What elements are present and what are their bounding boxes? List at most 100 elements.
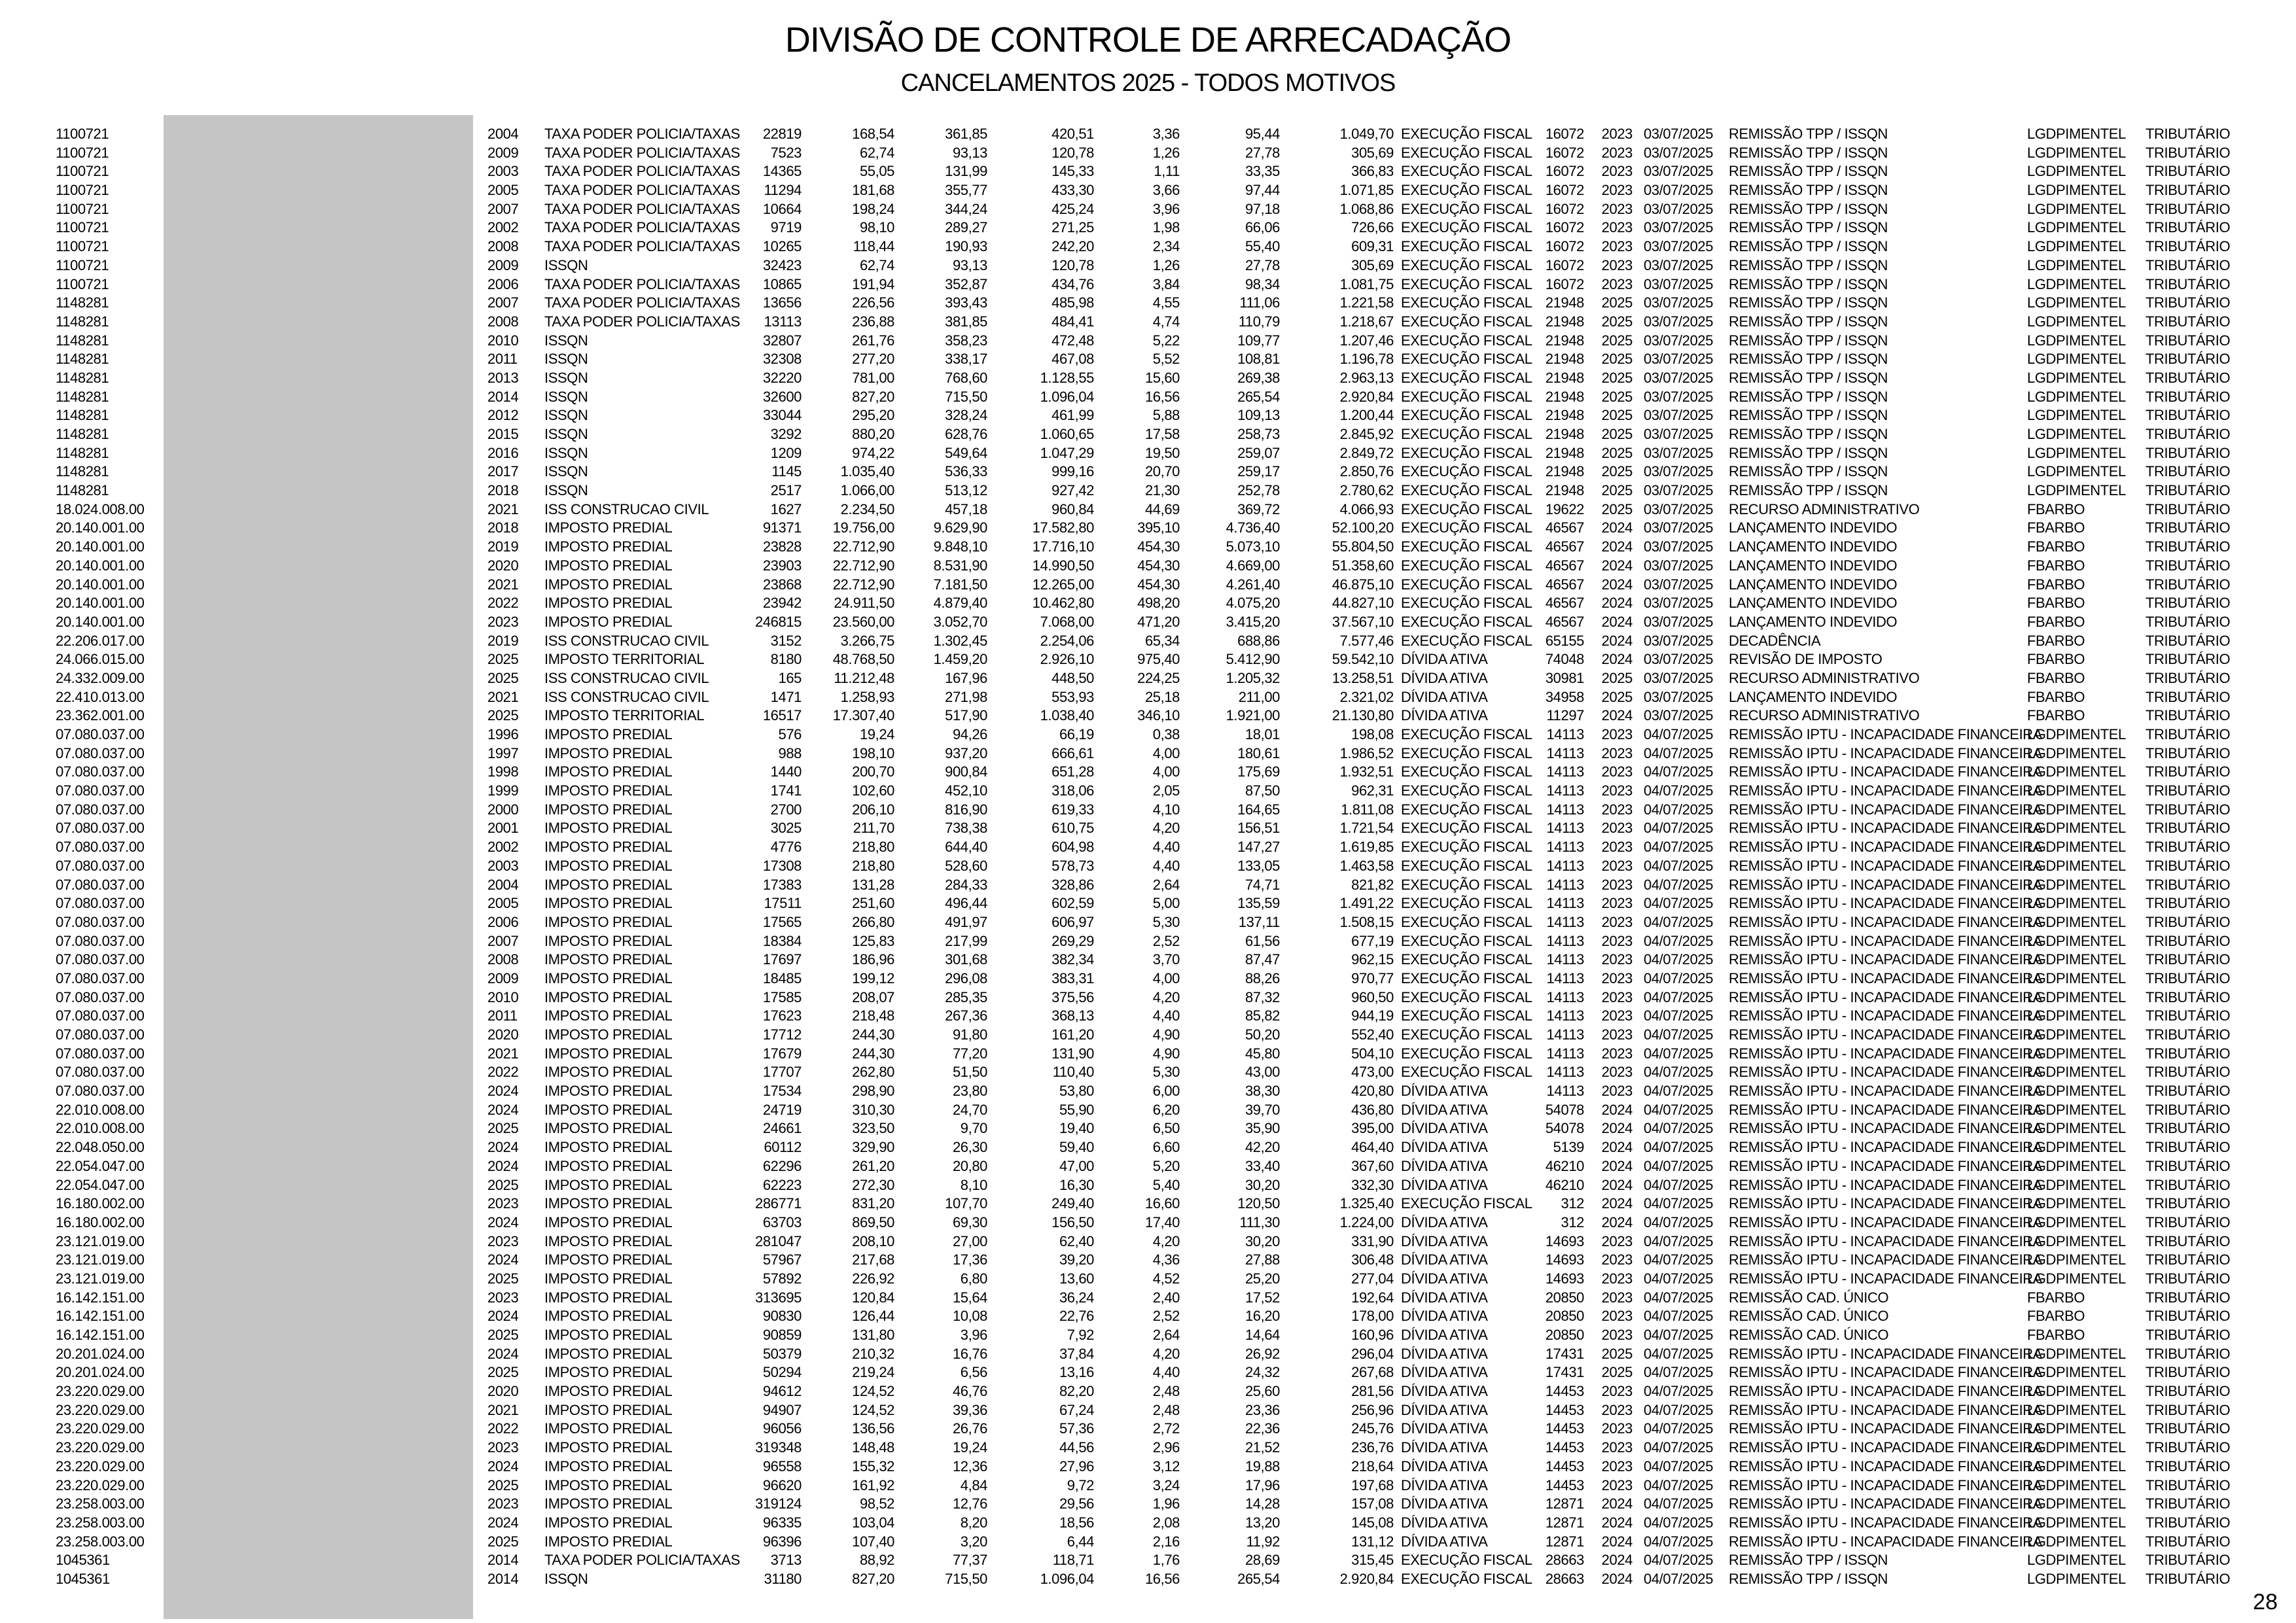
col-value-5: 85,82 xyxy=(1245,1007,1280,1024)
col-value-5: 74,71 xyxy=(1245,876,1280,893)
table-row: 23.258.003.00 2025 IMPOSTO PREDIAL 96396 107… xyxy=(0,1533,2296,1552)
col-value-3: 7,92 xyxy=(1067,1327,1095,1343)
col-value-total: 1.463,58 xyxy=(1339,857,1394,874)
col-tax-year: 2018 xyxy=(487,519,519,536)
col-debt-origin: EXECUÇÃO FISCAL xyxy=(1401,576,1532,593)
col-process-year: 2024 xyxy=(1601,576,1633,593)
col-cancel-date: 03/07/2025 xyxy=(1644,407,1714,424)
col-value-5: 27,78 xyxy=(1245,256,1280,273)
col-tax-year: 2020 xyxy=(487,557,519,574)
col-tax-year: 2010 xyxy=(487,332,519,349)
col-reference: 1145 xyxy=(771,463,802,480)
col-value-5: 369,72 xyxy=(1237,500,1280,517)
col-tax-type: IMPOSTO PREDIAL xyxy=(544,613,673,630)
col-value-5: 4.075,20 xyxy=(1226,595,1280,612)
col-value-4: 4,52 xyxy=(1152,1270,1180,1287)
col-process-number: 16072 xyxy=(1545,182,1585,199)
col-process-number: 14113 xyxy=(1546,801,1584,818)
col-value-total: 464,40 xyxy=(1351,1139,1394,1156)
col-cancel-date: 03/07/2025 xyxy=(1644,669,1714,686)
col-value-total: 821,82 xyxy=(1351,876,1394,893)
col-user: LGDPIMENTEL xyxy=(2027,1552,2126,1569)
col-value-total: 1.200,44 xyxy=(1339,407,1394,424)
col-value-principal: 329,90 xyxy=(852,1139,894,1156)
col-value-5: 111,30 xyxy=(1239,1213,1280,1230)
col-inscription: 23.220.029.00 xyxy=(56,1476,145,1493)
col-value-4: 2,08 xyxy=(1152,1514,1180,1531)
col-tax-type: TAXA PODER POLICIA/TAXAS xyxy=(544,200,740,217)
col-process-number: 16072 xyxy=(1545,126,1585,142)
table-row: 1100721 2006 TAXA PODER POLICIA/TAXAS 10865… xyxy=(0,275,2296,294)
col-process-year: 2023 xyxy=(1601,1083,1633,1100)
col-user: LGDPIMENTEL xyxy=(2027,1064,2126,1081)
col-value-5: 30,20 xyxy=(1245,1176,1280,1193)
col-value-total: 552,40 xyxy=(1351,1026,1394,1043)
col-process-year: 2023 xyxy=(1601,1251,1633,1268)
col-value-5: 26,92 xyxy=(1245,1345,1280,1362)
col-value-4: 15,60 xyxy=(1144,369,1180,386)
col-value-2: 9.848,10 xyxy=(933,538,988,555)
col-value-total: 197,68 xyxy=(1351,1476,1394,1493)
col-process-year: 2025 xyxy=(1601,444,1633,461)
col-value-5: 688,86 xyxy=(1237,632,1280,649)
col-value-3: 318,06 xyxy=(1051,782,1094,799)
table-row: 1100721 2009 ISSQN 32423 62,74 93,13 120,78 1,2… xyxy=(0,256,2296,275)
col-user: LGDPIMENTEL xyxy=(2027,256,2126,273)
col-cancel-date: 04/07/2025 xyxy=(1644,1570,1714,1587)
col-user: LGDPIMENTEL xyxy=(2027,1139,2126,1156)
col-process-number: 14113 xyxy=(1546,857,1584,874)
col-value-2: 517,90 xyxy=(945,707,987,724)
col-user: LGDPIMENTEL xyxy=(2027,332,2126,349)
col-sector: TRIBUTÁRIO xyxy=(2146,444,2231,461)
col-value-principal: 131,80 xyxy=(852,1327,894,1343)
col-inscription: 1045361 xyxy=(56,1552,110,1569)
col-process-year: 2023 xyxy=(1601,1007,1633,1024)
col-value-4: 5,22 xyxy=(1152,332,1180,349)
table-row: 18.024.008.00 2021 ISS CONSTRUCAO CIVIL 162… xyxy=(0,500,2296,519)
col-cancel-date: 04/07/2025 xyxy=(1644,1345,1714,1362)
col-tax-year: 2003 xyxy=(487,857,519,874)
col-reference: 17308 xyxy=(762,857,802,874)
col-reference: 3152 xyxy=(770,632,802,649)
col-value-4: 44,69 xyxy=(1144,500,1180,517)
col-reference: 17585 xyxy=(762,988,802,1005)
col-reference: 91371 xyxy=(762,519,802,536)
table-row: 23.220.029.00 2020 IMPOSTO PREDIAL 94612 124… xyxy=(0,1382,2296,1401)
col-cancel-reason: REMISSÃO IPTU - INCAPACIDADE FINANCEIRA xyxy=(1729,1439,2043,1456)
col-process-number: 16072 xyxy=(1545,256,1585,273)
col-value-total: 218,64 xyxy=(1351,1457,1394,1475)
col-value-total: 609,31 xyxy=(1351,238,1394,255)
col-debt-origin: DÍVIDA ATIVA xyxy=(1401,1308,1488,1325)
col-cancel-date: 04/07/2025 xyxy=(1644,1327,1714,1343)
col-tax-type: IMPOSTO PREDIAL xyxy=(544,839,673,856)
col-inscription: 23.362.001.00 xyxy=(56,707,145,724)
col-value-total: 306,48 xyxy=(1351,1251,1394,1268)
col-sector: TRIBUTÁRIO xyxy=(2146,426,2231,442)
col-value-principal: 62,74 xyxy=(859,144,894,161)
col-value-3: 1.096,04 xyxy=(1040,388,1095,405)
col-cancel-date: 03/07/2025 xyxy=(1644,200,1714,217)
col-cancel-date: 03/07/2025 xyxy=(1644,126,1714,142)
col-value-2: 289,27 xyxy=(945,219,987,236)
col-cancel-date: 03/07/2025 xyxy=(1644,688,1714,705)
col-process-year: 2023 xyxy=(1601,126,1633,142)
col-cancel-reason: REMISSÃO IPTU - INCAPACIDADE FINANCEIRA xyxy=(1729,1514,2043,1531)
col-value-3: 29,56 xyxy=(1059,1495,1094,1512)
col-value-2: 285,35 xyxy=(945,988,987,1005)
col-value-principal: 1.066,00 xyxy=(840,482,895,499)
col-reference: 23942 xyxy=(762,595,802,612)
col-tax-year: 2023 xyxy=(487,1495,519,1512)
col-tax-year: 2011 xyxy=(487,351,518,368)
col-cancel-date: 03/07/2025 xyxy=(1644,595,1714,612)
col-value-2: 549,64 xyxy=(945,444,987,461)
col-cancel-date: 03/07/2025 xyxy=(1644,463,1714,480)
col-inscription: 24.066.015.00 xyxy=(56,651,145,668)
col-user: FBARBO xyxy=(2027,651,2085,668)
col-process-year: 2025 xyxy=(1601,332,1633,349)
col-tax-year: 2013 xyxy=(487,369,519,386)
col-inscription: 22.410.013.00 xyxy=(56,688,145,705)
col-reference: 14365 xyxy=(762,163,802,180)
col-value-principal: 11.212,48 xyxy=(834,669,894,686)
col-debt-origin: DÍVIDA ATIVA xyxy=(1401,1139,1488,1156)
col-process-year: 2023 xyxy=(1601,763,1633,780)
